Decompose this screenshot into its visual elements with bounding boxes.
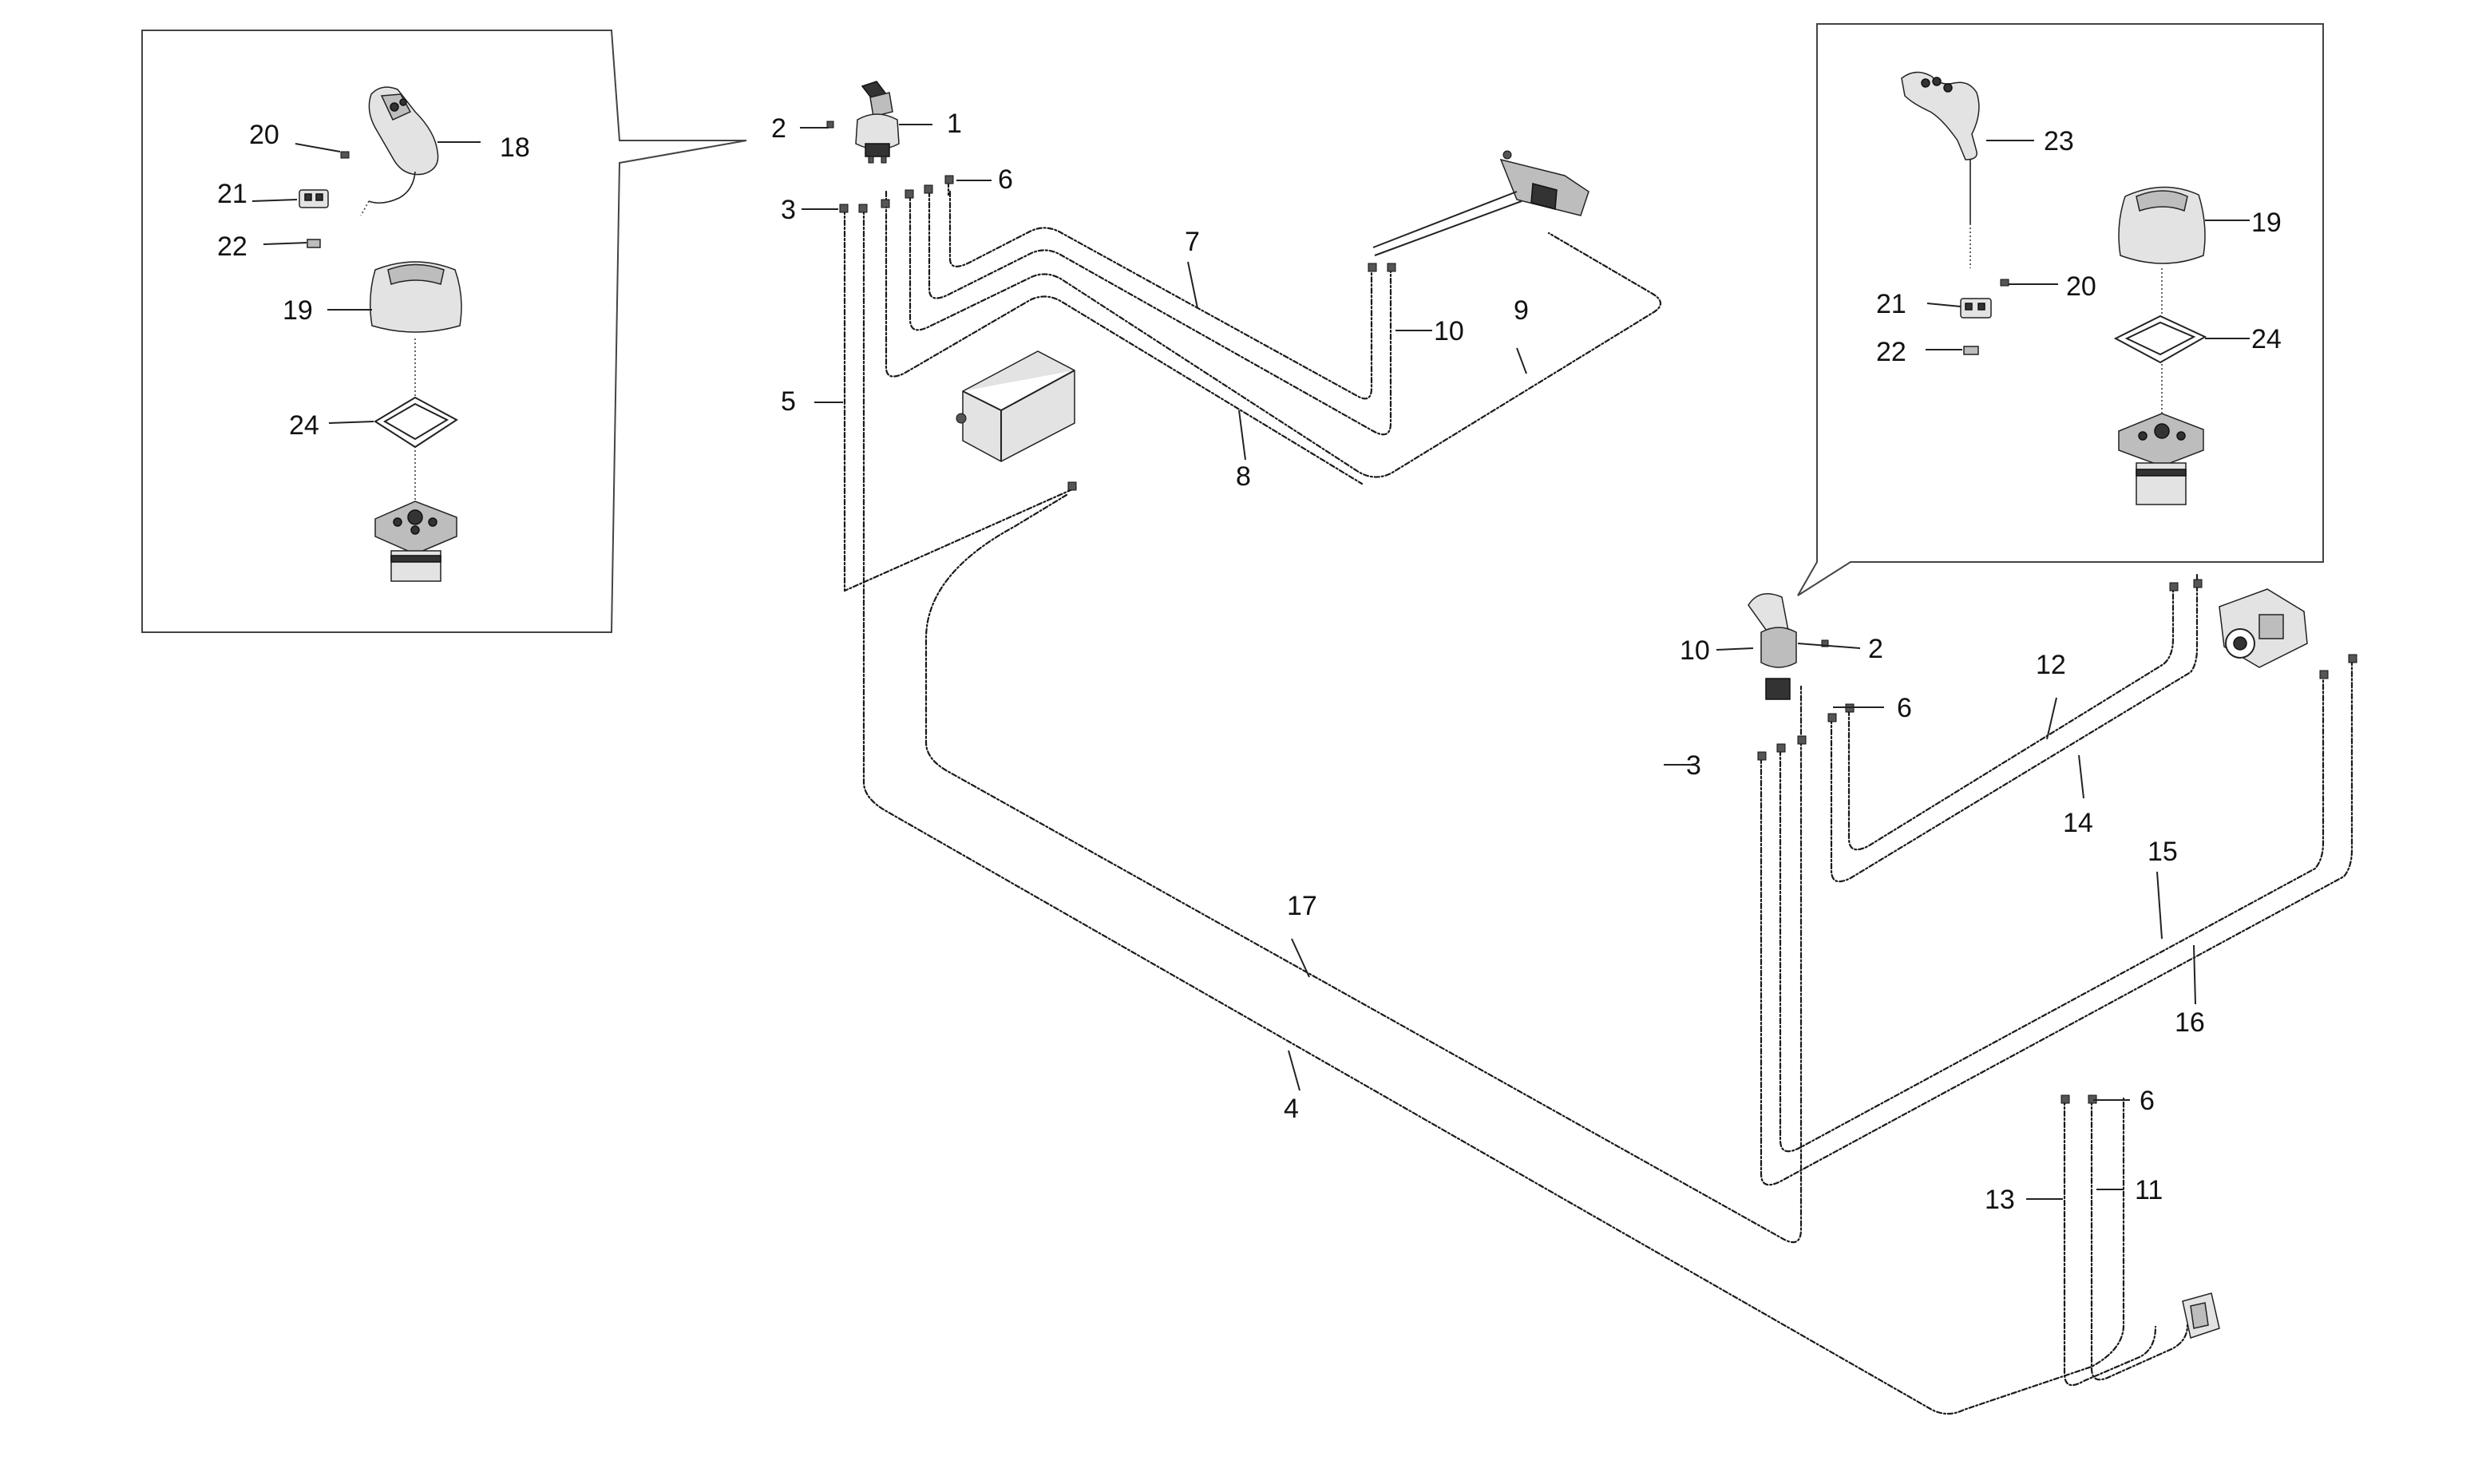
callout-3-left: 3 [781, 195, 796, 225]
joystick-control-part-1 [855, 81, 900, 164]
hose-16 [1760, 658, 2353, 1186]
control-valve-block-top [1372, 150, 1589, 256]
pin-part-22-left [307, 239, 321, 248]
callout-10-top: 10 [1434, 316, 1464, 346]
swivel-fitting-bottom [2182, 1292, 2220, 1339]
callout-24-right: 24 [2251, 324, 2282, 354]
hose-4 [862, 208, 2125, 1415]
pilot-valve-base-left [374, 501, 457, 582]
joystick-control-part-10 [1748, 593, 1797, 700]
connector-part-21-right [1960, 298, 1992, 319]
callout-19-left: 19 [283, 295, 313, 326]
joystick-grip-part-23 [1901, 71, 1980, 268]
callout-16: 16 [2175, 1007, 2205, 1038]
hose-network [843, 180, 2353, 1415]
hose-15 [1779, 674, 2325, 1153]
callout-19-right: 19 [2251, 208, 2282, 238]
callout-6-top: 6 [998, 164, 1013, 195]
pump-motor-right [2219, 588, 2308, 668]
callout-2-right: 2 [1868, 634, 1883, 664]
callout-24-left: 24 [289, 410, 319, 441]
callout-18: 18 [500, 133, 530, 163]
hose-9 [909, 190, 1662, 478]
hose-5 [843, 208, 1079, 592]
hose-8 [928, 190, 1392, 436]
boot-part-19-left [370, 261, 462, 333]
callout-14: 14 [2063, 808, 2093, 838]
callout-2-left: 2 [771, 113, 786, 144]
boot-part-19-right [2118, 186, 2206, 264]
hose-14 [1830, 573, 2199, 883]
callout-labels: 1 2 3 6 5 7 8 9 10 17 4 3 6 10 2 12 14 1… [217, 109, 2282, 1215]
leader-lines [251, 124, 2250, 1200]
gasket-part-24-right [2113, 315, 2207, 364]
callout-1: 1 [947, 109, 962, 139]
pin-part-22-right [1963, 346, 1979, 355]
hose-10 [885, 190, 1364, 485]
callout-20-left: 20 [249, 120, 279, 150]
callout-22-left: 22 [217, 232, 247, 262]
hose-end-fittings [826, 121, 2357, 1104]
hose-12 [1847, 586, 2175, 851]
left-detail-box [141, 30, 747, 633]
callout-10-right: 10 [1680, 635, 1710, 666]
pilot-valve-base-right [2118, 413, 2204, 505]
callout-7: 7 [1185, 227, 1200, 257]
hose-17 [924, 493, 1803, 1244]
callout-9: 9 [1514, 295, 1529, 326]
gasket-part-24-left [374, 396, 458, 449]
callout-15: 15 [2148, 837, 2178, 867]
right-detail-box [1797, 23, 2324, 596]
callout-3-right: 3 [1686, 750, 1701, 781]
hose-13 [2063, 1098, 2157, 1387]
callout-12: 12 [2036, 650, 2066, 680]
callout-17: 17 [1287, 891, 1317, 921]
callout-21-right: 21 [1876, 289, 1906, 319]
callout-8: 8 [1236, 461, 1251, 492]
callout-13: 13 [1985, 1185, 2015, 1215]
screw-part-20-left [340, 151, 350, 159]
callout-6-bottom: 6 [2140, 1086, 2155, 1116]
screw-part-20-right [2000, 279, 2009, 287]
callout-11: 11 [2135, 1175, 2163, 1205]
callout-22-right: 22 [1876, 337, 1906, 367]
hose-7 [948, 190, 1373, 400]
hose-11 [2090, 1098, 2189, 1381]
valve-box-center [956, 350, 1075, 462]
callout-21-left: 21 [217, 179, 247, 209]
joystick-grip-part-18 [360, 86, 439, 216]
callout-5: 5 [781, 386, 796, 417]
left-detail-frame [141, 30, 747, 633]
callout-23: 23 [2044, 126, 2074, 156]
connector-part-21-left [299, 189, 329, 208]
callout-6-right: 6 [1897, 693, 1912, 723]
callout-4: 4 [1284, 1094, 1299, 1124]
callout-20-right: 20 [2066, 271, 2096, 302]
